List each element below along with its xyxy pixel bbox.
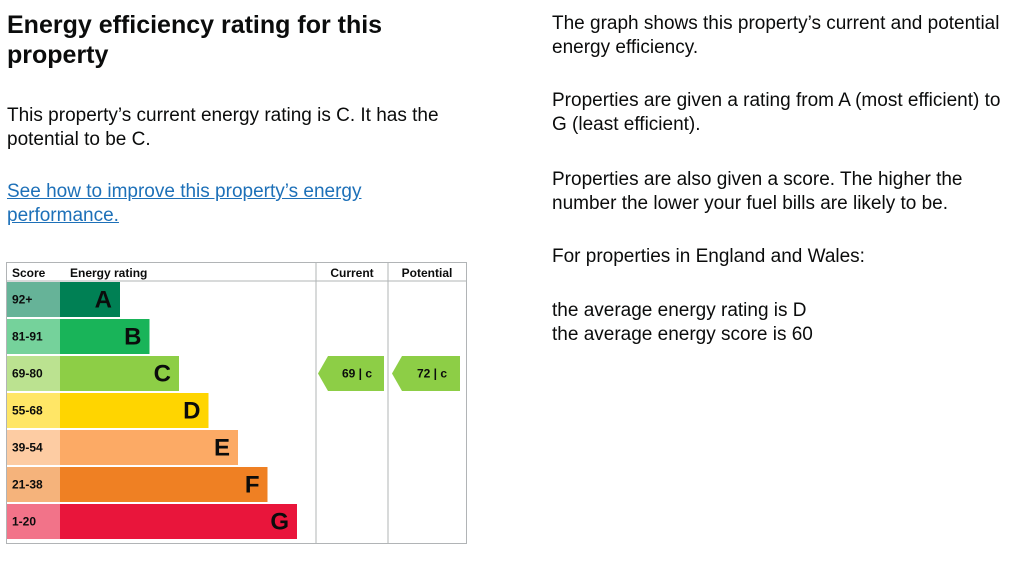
band-letter-d: D — [183, 398, 200, 425]
score-cell-f — [7, 467, 60, 502]
region-intro: For properties in England and Wales: — [552, 246, 865, 267]
potential-header: Potential — [402, 266, 453, 280]
page-title: Energy efficiency rating for this proper… — [7, 11, 383, 69]
band-letter-c: C — [154, 361, 171, 388]
rating-markers: 69 | c 72 | c — [318, 356, 460, 391]
graph-explanation: The graph shows this property’s current … — [552, 13, 1000, 58]
band-bar-g — [60, 504, 297, 539]
score-cell-d — [7, 393, 60, 428]
potential-marker — [392, 356, 460, 391]
band-bar-e — [60, 430, 238, 465]
epc-chart: Score Energy rating Current Potential 92… — [6, 262, 467, 544]
band-bar-c — [60, 356, 179, 391]
band-bar-f — [60, 467, 268, 502]
score-cell-b — [7, 319, 60, 354]
potential-marker-label: 72 | c — [417, 367, 447, 381]
score-range-a: 92+ — [12, 293, 32, 307]
score-header: Score — [12, 266, 46, 280]
score-range-g: 1-20 — [12, 515, 36, 529]
score-cell-g — [7, 504, 60, 539]
left-column: Energy efficiency rating for this proper… — [7, 10, 477, 226]
band-letter-b: B — [124, 324, 141, 351]
current-marker-label: 69 | c — [342, 367, 372, 381]
average-score-text: the average energy score is 60 — [552, 324, 813, 345]
rating-bands: 92+ A 81-91 B 69-80 C 55-68 D 39-54 E 21-38 F 1-20 G — [7, 282, 297, 539]
band-bar-b — [60, 319, 150, 354]
current-header: Current — [330, 266, 373, 280]
score-cell-a — [7, 282, 60, 317]
score-range-e: 39-54 — [12, 441, 43, 455]
score-cell-c — [7, 356, 60, 391]
average-rating-text: the average energy rating is D — [552, 300, 807, 321]
score-range-f: 21-38 — [12, 478, 43, 492]
current-rating-text: This property’s current energy rating is… — [7, 105, 439, 150]
score-range-d: 55-68 — [12, 404, 43, 418]
score-range-b: 81-91 — [12, 330, 43, 344]
band-letter-a: A — [95, 287, 112, 314]
band-bar-d — [60, 393, 209, 428]
band-bar-a — [60, 282, 120, 317]
band-letter-f: F — [245, 472, 260, 499]
score-range-c: 69-80 — [12, 367, 43, 381]
score-cell-e — [7, 430, 60, 465]
band-letter-e: E — [214, 435, 230, 462]
energy-rating-header: Energy rating — [70, 266, 147, 280]
improve-energy-link[interactable]: See how to improve this property’s energ… — [7, 181, 362, 226]
rating-explanation: Properties are given a rating from A (mo… — [552, 90, 1001, 135]
score-explanation: Properties are also given a score. The h… — [552, 169, 963, 214]
current-marker — [318, 356, 384, 391]
band-letter-g: G — [270, 509, 289, 536]
